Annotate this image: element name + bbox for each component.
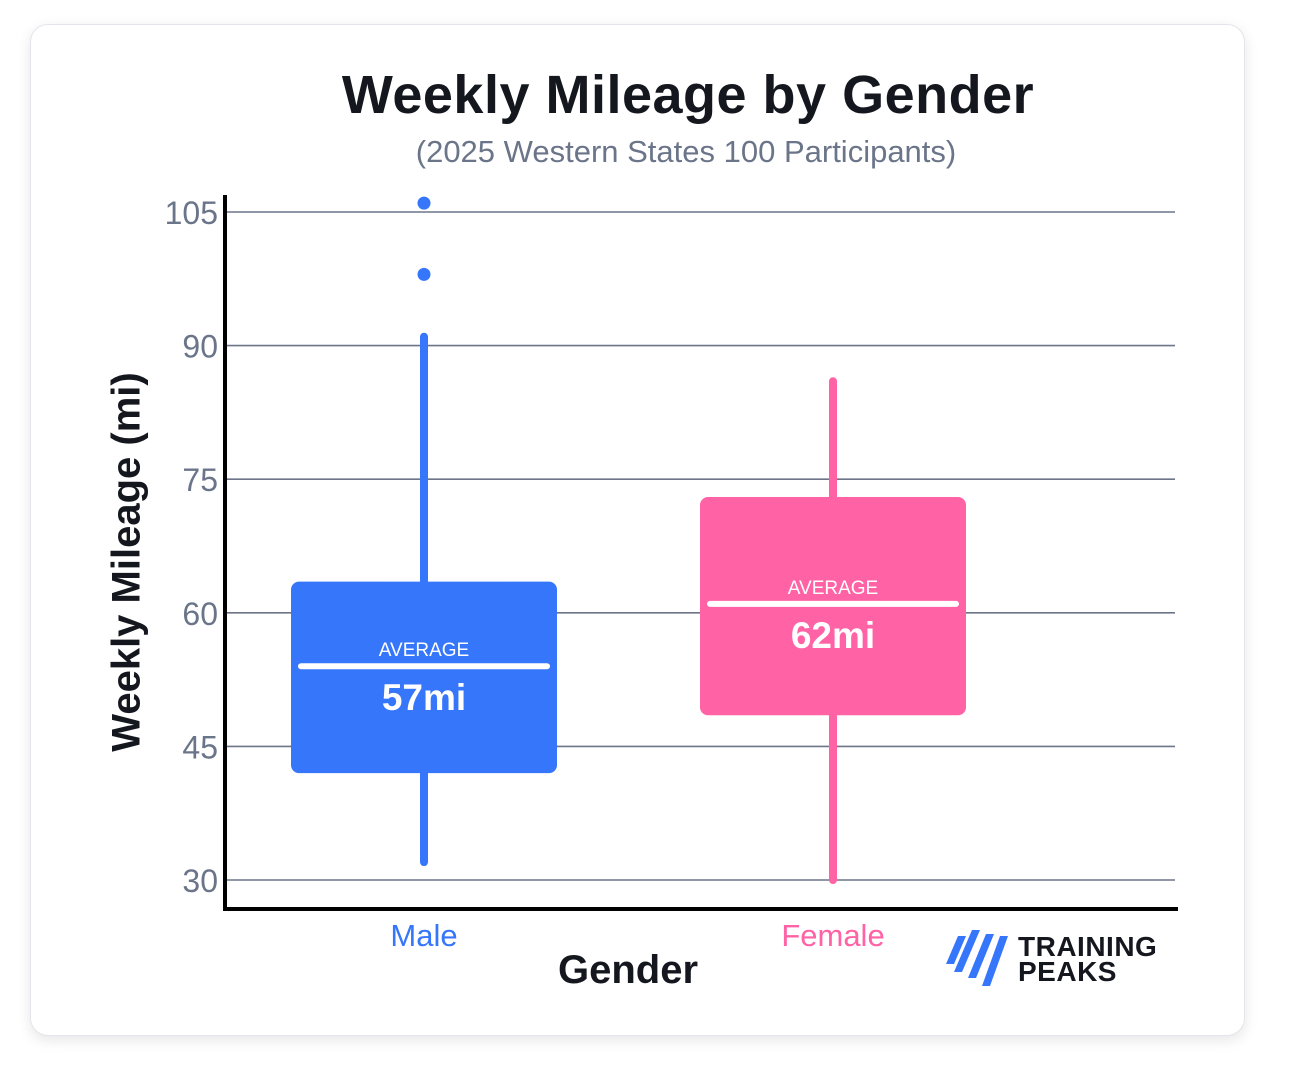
logo-text-line2: PEAKS [1018,956,1117,987]
chart-card [30,24,1245,1036]
box-rect-male [291,581,557,774]
y-tick-labels: 30 45 60 75 90 105 [165,195,218,899]
y-tick-label: 60 [182,596,218,632]
logo-text-line1: TRAINING [1018,931,1158,962]
y-tick-label: 30 [182,863,218,899]
axes [223,195,1178,911]
chart-subtitle: (2025 Western States 100 Participants) [415,134,957,169]
box-male: AVERAGE 57mi [291,196,557,867]
chart-title: Weekly Mileage by Gender [341,65,1035,125]
x-axis-title: Gender [557,948,699,992]
y-tick-label: 75 [182,462,218,498]
box-female: AVERAGE 62mi [700,377,966,884]
average-value-female: 62mi [791,615,875,656]
x-tick-label-male: Male [390,918,458,953]
average-value-male: 57mi [382,677,466,718]
y-tick-label: 45 [182,729,218,765]
average-label-male: AVERAGE [379,640,469,661]
y-tick-label: 105 [165,195,218,231]
boxes: AVERAGE 57mi AVERAGE 62mi [291,196,966,884]
outlier-point-male [417,267,431,281]
average-label-female: AVERAGE [788,578,878,599]
outlier-point-male [417,196,431,210]
y-tick-label: 90 [182,329,218,365]
training-peaks-logo-icon [946,930,1008,986]
y-axis-title: Weekly Mileage (mi) [104,372,149,752]
training-peaks-logo: TRAINING PEAKS [946,928,1157,990]
x-tick-label-female: Female [781,918,885,953]
